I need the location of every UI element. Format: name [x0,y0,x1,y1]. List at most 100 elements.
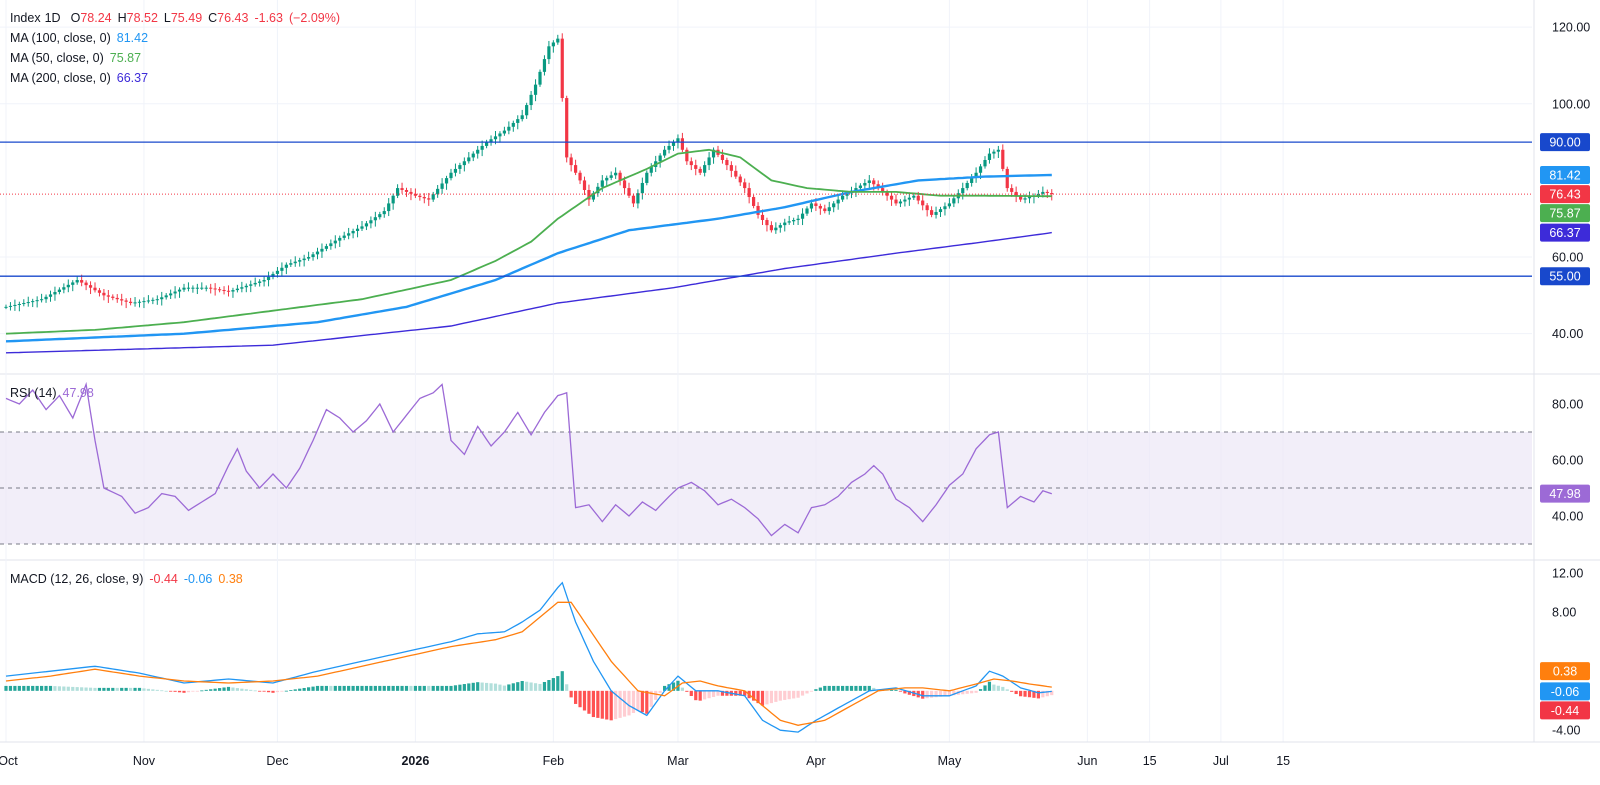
macd-histogram-bar [302,687,306,691]
candle-body [961,188,965,194]
macd-legend[interactable]: MACD (12, 26, close, 9) -0.44 -0.06 0.38 [10,569,249,589]
candle [823,204,827,214]
candle [213,283,217,296]
candle-body [169,293,173,296]
candle [311,252,315,261]
candle-body [711,149,716,158]
macd-histogram-bar [342,685,346,691]
candle-body [720,154,725,160]
macd-histogram-bar [458,684,462,691]
candle-body [925,205,929,211]
candle [146,295,150,304]
candle-body [809,203,814,209]
candle [796,214,800,225]
macd-histogram-bar [222,687,226,691]
rsi-axis-tick: 40.00 [1552,510,1583,524]
candle-body [916,195,920,201]
candle-body [658,155,662,162]
macd-histogram-bar [1041,690,1045,698]
candle-body [453,168,458,173]
candle [934,206,938,219]
candle [627,182,631,199]
macd-histogram-bar [658,690,662,693]
candle-body [182,287,186,290]
candle [836,195,840,210]
macd-histogram-bar [137,687,142,691]
candle-body [858,185,862,189]
candle-body [1023,198,1027,200]
macd-histogram-bar [823,685,827,691]
symbol-name[interactable]: Index [10,11,41,25]
candle [560,33,564,102]
candle [333,235,337,249]
candle [565,95,569,163]
candle [71,280,75,292]
candle [280,262,284,276]
candle [498,131,502,143]
candle-body [177,289,182,292]
macd-histogram-value: -0.44 [149,572,178,586]
macd-histogram-bar [266,690,271,693]
candle-body [342,235,346,238]
candle-body [538,71,542,85]
candle [244,283,248,293]
macd-value-tag: -0.44 [1551,704,1580,718]
macd-histogram-bar [774,690,778,702]
candle [44,294,48,303]
time-axis-tick: 2026 [401,754,429,768]
rsi-legend[interactable]: RSI (14) 47.98 [10,383,100,403]
candle [943,202,947,216]
candle [752,194,756,209]
macd-histogram-bar [355,685,360,691]
ma200-legend[interactable]: MA (200, close, 0) 66.37 [10,68,154,88]
candle [235,284,239,293]
macd-histogram-bar [663,685,667,691]
macd-histogram-bar [347,685,351,691]
candle [631,193,636,208]
macd-histogram-bar [622,690,627,717]
macd-histogram-bar [404,685,409,691]
candle-body [142,301,146,303]
candle-body [756,205,760,215]
macd-histogram-bar [485,682,489,691]
macd-histogram-bar [338,685,342,691]
macd-histogram-bar [1005,689,1009,691]
rsi-value: 47.98 [62,386,94,400]
macd-histogram-bar [31,685,35,691]
candle [62,283,66,294]
candle-body [578,172,582,181]
candle-body [440,183,444,189]
candle-body [769,225,773,231]
candle-body [502,130,506,134]
candle [364,221,369,231]
candle-body [560,38,564,99]
candle [618,170,622,186]
macd-histogram-bar [858,685,862,691]
candle [31,298,35,308]
candle [173,286,177,299]
candle-body [881,188,885,192]
macd-histogram-bar [324,685,328,691]
candle [40,293,44,303]
macd-histogram-bar [13,685,17,691]
candle-body [996,149,1000,152]
interval-label[interactable]: 1D [44,11,61,25]
macd-histogram-bar [249,689,253,691]
macd-histogram-bar [173,690,177,692]
candle-body [48,294,53,297]
price-tag-bg [1540,133,1590,152]
ma50-legend[interactable]: MA (50, close, 0) 75.87 [10,48,147,68]
candle-body [378,214,382,218]
macd-histogram-bar [378,685,382,691]
candle-body [71,282,75,285]
candle [658,153,662,168]
candle-body [889,195,894,200]
candle-body [307,257,311,259]
candle [204,285,208,292]
macd-histogram-bar [720,690,725,696]
ma100-legend[interactable]: MA (100, close, 0) 81.42 [10,28,154,48]
time-axis-tick: Jun [1077,754,1097,768]
candle-body [369,220,373,224]
candle [293,256,297,267]
